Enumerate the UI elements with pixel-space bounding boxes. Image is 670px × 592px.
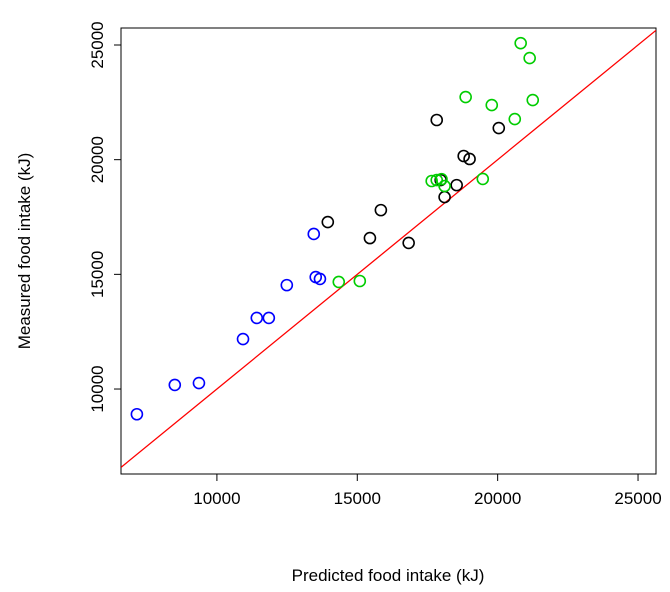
reference-line [121,29,656,468]
y-tick-label: 25000 [88,21,107,68]
point [313,272,327,286]
point [321,215,335,229]
point [430,113,444,127]
y-tick-label: 15000 [88,251,107,298]
point [450,178,463,192]
point [250,311,264,325]
point [280,278,294,292]
point [236,332,250,346]
plot-frame [120,27,657,475]
point [435,172,448,186]
point [438,179,451,193]
point [457,149,470,163]
point [262,311,276,325]
x-tick-label: 25000 [614,489,661,508]
point [353,274,367,288]
point [459,90,472,104]
y-axis-label: Measured food intake (kJ) [15,153,34,350]
point [463,152,476,166]
point [485,98,499,112]
point [526,93,540,107]
y-tick-label: 20000 [88,136,107,183]
point [168,378,182,392]
point [492,121,506,135]
x-tick-label: 10000 [193,489,240,508]
point [476,172,490,186]
point [425,174,438,188]
y-tick-label: 10000 [88,365,107,412]
point [332,275,346,289]
point [430,173,444,187]
point [192,376,206,390]
point [363,231,377,245]
point [508,112,522,126]
x-axis-label: Predicted food intake (kJ) [292,566,485,585]
point [307,227,321,241]
point [130,407,144,421]
point [402,236,415,250]
point [523,51,536,65]
point [514,36,527,50]
point [374,203,388,217]
point [438,190,451,204]
x-tick-label: 15000 [334,489,381,508]
x-tick-label: 20000 [474,489,521,508]
